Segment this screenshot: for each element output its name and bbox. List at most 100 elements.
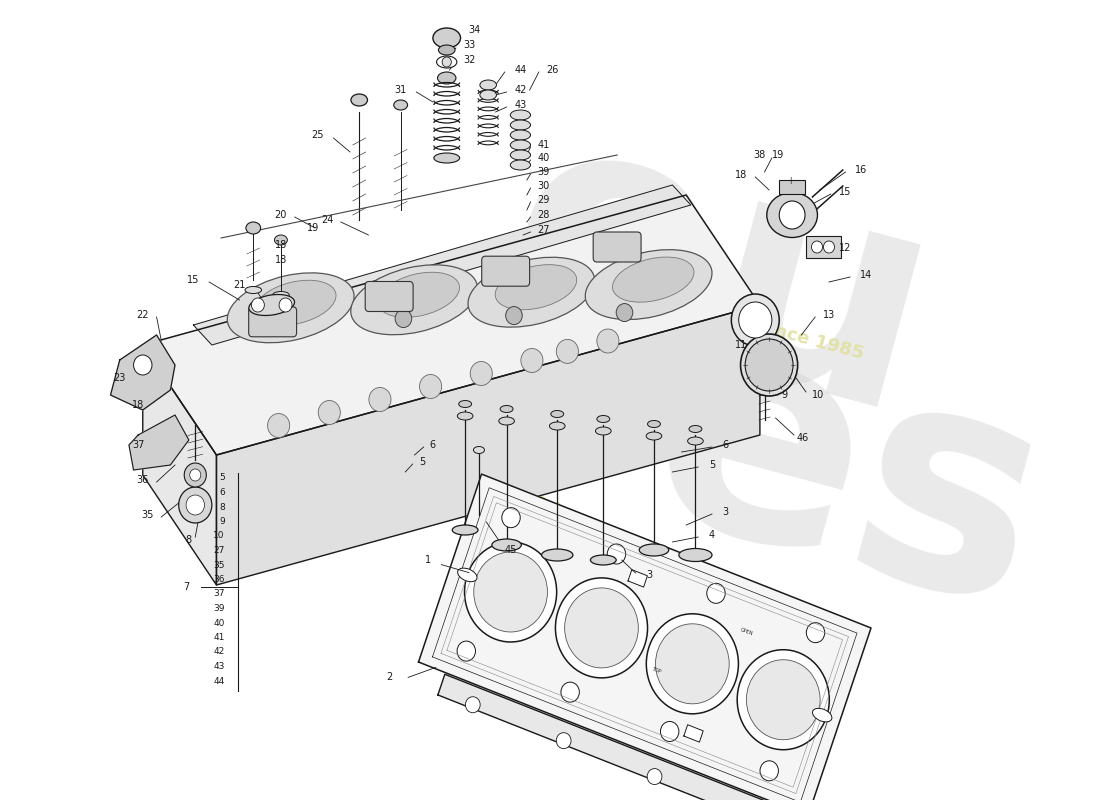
- Ellipse shape: [510, 130, 530, 140]
- Ellipse shape: [639, 544, 669, 556]
- Text: 43: 43: [515, 100, 527, 110]
- Text: 18: 18: [735, 170, 748, 180]
- Ellipse shape: [480, 80, 496, 90]
- Text: 41: 41: [537, 140, 550, 150]
- Ellipse shape: [273, 291, 289, 298]
- Ellipse shape: [254, 280, 336, 326]
- Ellipse shape: [597, 415, 609, 422]
- Circle shape: [189, 469, 201, 481]
- Text: 13: 13: [823, 310, 835, 320]
- Ellipse shape: [351, 94, 367, 106]
- Ellipse shape: [468, 258, 595, 327]
- Ellipse shape: [613, 257, 694, 302]
- Text: 39: 39: [213, 604, 224, 613]
- Polygon shape: [194, 185, 691, 345]
- Text: 3: 3: [723, 507, 729, 517]
- Text: eu: eu: [475, 82, 962, 478]
- Circle shape: [779, 201, 805, 229]
- Text: 6: 6: [723, 440, 729, 450]
- Text: 18: 18: [132, 400, 144, 410]
- Circle shape: [561, 682, 580, 702]
- Ellipse shape: [495, 265, 576, 310]
- Text: 22: 22: [136, 310, 149, 320]
- Bar: [806, 236, 842, 258]
- Circle shape: [178, 487, 212, 523]
- Circle shape: [747, 660, 821, 740]
- Circle shape: [557, 733, 571, 749]
- Circle shape: [252, 298, 264, 312]
- Ellipse shape: [688, 437, 703, 445]
- Text: 42: 42: [213, 647, 224, 657]
- Ellipse shape: [249, 294, 295, 315]
- Circle shape: [279, 313, 296, 330]
- Text: 44: 44: [213, 677, 224, 686]
- Ellipse shape: [275, 235, 287, 245]
- Text: 32: 32: [463, 55, 476, 65]
- Text: OPEN: OPEN: [740, 627, 755, 637]
- Circle shape: [647, 769, 662, 785]
- Circle shape: [745, 339, 793, 391]
- Ellipse shape: [438, 72, 455, 84]
- Text: 25: 25: [311, 130, 324, 140]
- Ellipse shape: [679, 549, 712, 562]
- Text: 46: 46: [798, 433, 810, 443]
- Text: 14: 14: [860, 270, 872, 280]
- Polygon shape: [217, 305, 760, 585]
- Circle shape: [760, 761, 779, 781]
- Circle shape: [812, 241, 823, 253]
- Text: 37: 37: [213, 590, 224, 598]
- Circle shape: [506, 306, 522, 325]
- Circle shape: [806, 622, 825, 642]
- Text: 28: 28: [537, 210, 550, 220]
- FancyBboxPatch shape: [593, 232, 641, 262]
- Text: 1: 1: [425, 554, 430, 565]
- Text: 41: 41: [213, 633, 224, 642]
- Text: 5: 5: [708, 460, 715, 470]
- Ellipse shape: [551, 410, 563, 418]
- Circle shape: [707, 583, 725, 603]
- Ellipse shape: [500, 406, 513, 413]
- Text: 19: 19: [772, 150, 784, 160]
- Ellipse shape: [648, 421, 660, 427]
- Circle shape: [465, 697, 481, 713]
- Text: 19: 19: [307, 223, 319, 233]
- Text: 4: 4: [708, 530, 715, 540]
- Circle shape: [739, 302, 772, 338]
- Circle shape: [737, 650, 829, 750]
- Ellipse shape: [510, 150, 530, 160]
- Ellipse shape: [351, 265, 477, 334]
- Circle shape: [474, 552, 548, 632]
- Ellipse shape: [394, 100, 408, 110]
- Text: 39: 39: [537, 167, 550, 177]
- Ellipse shape: [510, 120, 530, 130]
- Polygon shape: [143, 345, 217, 585]
- Circle shape: [502, 508, 520, 528]
- Ellipse shape: [246, 222, 261, 234]
- Ellipse shape: [595, 427, 612, 435]
- Ellipse shape: [458, 568, 477, 582]
- Text: 9: 9: [782, 390, 788, 400]
- Text: 18: 18: [275, 240, 287, 250]
- Circle shape: [368, 387, 390, 411]
- Text: 45: 45: [505, 545, 517, 555]
- Circle shape: [458, 641, 475, 661]
- Circle shape: [660, 722, 679, 742]
- Ellipse shape: [473, 446, 484, 454]
- Text: 5: 5: [419, 457, 425, 467]
- Text: a passion for Porsche since 1985: a passion for Porsche since 1985: [500, 473, 752, 627]
- Ellipse shape: [510, 140, 530, 150]
- Text: 37: 37: [132, 440, 144, 450]
- Polygon shape: [418, 474, 871, 800]
- Text: 10: 10: [812, 390, 824, 400]
- Text: 33: 33: [463, 40, 476, 50]
- Text: 15: 15: [187, 275, 199, 285]
- Text: 12: 12: [839, 243, 851, 253]
- Circle shape: [824, 241, 835, 253]
- Ellipse shape: [689, 426, 702, 433]
- Text: 35: 35: [213, 561, 224, 570]
- Ellipse shape: [549, 422, 565, 430]
- Ellipse shape: [433, 28, 461, 48]
- Circle shape: [419, 374, 442, 398]
- Text: 10: 10: [213, 531, 224, 541]
- Text: 21: 21: [233, 280, 245, 290]
